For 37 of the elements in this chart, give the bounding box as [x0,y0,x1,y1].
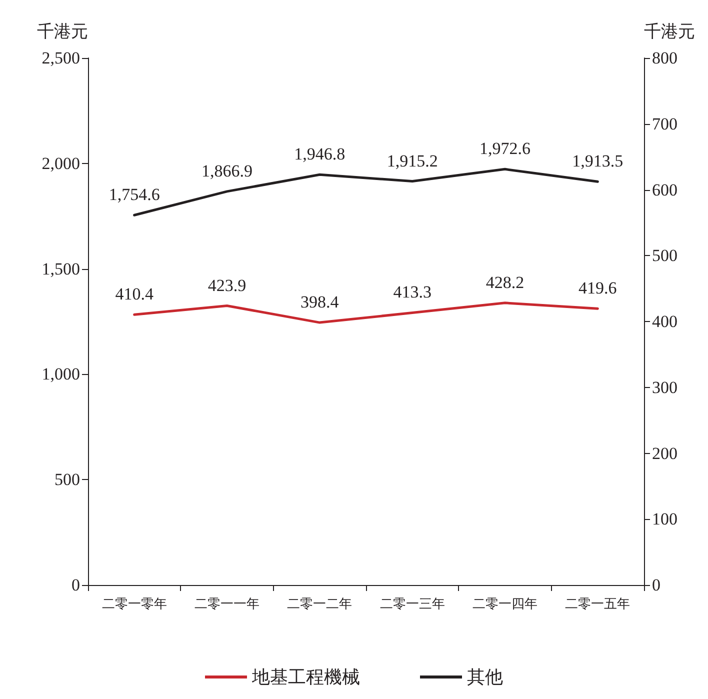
x-tick-label: 二零一五年 [565,596,630,611]
x-tick-label: 二零一四年 [472,596,538,611]
y-tick-label: 1,000 [42,364,80,384]
y-axis-title: 千港元 [37,22,88,41]
legend-label: 地基工程機械 [251,667,360,687]
data-label: 428.2 [486,272,524,292]
data-label: 410.4 [115,284,154,304]
y2-tick-label: 400 [652,312,678,331]
y2-axis-title: 千港元 [644,22,695,41]
data-label: 419.6 [578,278,617,298]
y2-tick-label: 200 [652,444,678,463]
y-tick-label: 1,500 [42,259,80,278]
legend-label: 其他 [467,667,503,687]
x-tick-label: 二零一三年 [380,596,445,611]
x-tick-label: 二零一一年 [194,596,260,611]
y-tick-label: 500 [54,470,80,490]
data-label: 1,946.8 [294,144,346,164]
y2-tick-label: 300 [652,378,678,397]
y-tick-label: 2,000 [42,154,80,173]
x-tick-label: 二零一二年 [287,596,352,611]
data-label: 398.4 [300,292,340,312]
y2-tick-label: 700 [652,114,678,134]
y2-tick-label: 500 [652,246,678,266]
x-tick-label: 二零一零年 [102,596,167,611]
data-label: 1,913.5 [572,152,624,171]
y-tick-label: 2,500 [42,48,80,68]
y2-tick-label: 0 [652,576,660,594]
y2-tick-label: 600 [652,180,678,200]
data-label: 1,866.9 [202,161,252,180]
y-tick-label: 0 [72,576,80,594]
data-label: 1,915.2 [386,151,438,170]
data-label: 1,754.6 [108,185,160,204]
data-label: 1,972.6 [480,139,530,158]
data-label: 413.3 [393,282,432,302]
data-label: 423.9 [208,276,246,295]
y2-tick-label: 800 [652,48,678,68]
y2-tick-label: 100 [652,510,678,529]
